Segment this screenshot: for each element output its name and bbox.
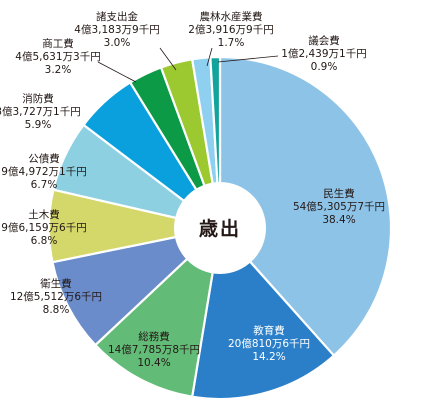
slice-amount-label-5: 9億6,159万6千円 [1,221,86,234]
slice-name-label-9: 諸支出金 [96,10,138,23]
slice-percent-label-9: 3.0% [104,37,131,49]
slice-percent-label-3: 10.4% [137,357,170,369]
slice-percent-label-7: 5.9% [25,119,52,131]
slice-amount-label-1: 54億5,305万7千円 [293,200,385,213]
slice-name-label-11: 議会費 [308,34,340,47]
slice-name-label-3: 総務費 [138,330,170,343]
leader-line-10 [206,47,213,67]
slice-name-label-6: 公債費 [28,152,60,165]
slice-name-label-10: 農林水産業費 [200,10,263,23]
center-label: 歳出 [199,217,241,240]
pie-slice-1 [218,55,393,357]
leader-line-11 [217,55,279,63]
pie-slice-4 [51,226,222,347]
slice-amount-label-9: 4億3,183万9千円 [74,23,159,36]
slice-amount-label-4: 12億5,512万6千円 [10,290,102,303]
slice-name-label-4: 衛生費 [40,277,72,290]
slice-amount-label-10: 2億3,916万9千円 [188,23,273,36]
slice-percent-label-2: 14.2% [252,351,285,363]
slice-percent-label-5: 6.8% [31,235,58,247]
slice-percent-label-6: 6.7% [31,179,58,191]
leader-line-8 [97,61,137,83]
leader-lines [97,47,279,83]
slice-percent-label-1: 38.4% [322,214,355,226]
slice-percent-label-8: 3.2% [45,64,72,76]
slice-name-label-8: 商工費 [42,37,74,50]
leader-line-9 [159,47,177,71]
slice-amount-label-3: 14億7,785万8千円 [108,343,200,356]
slice-percent-label-4: 8.8% [43,304,70,316]
slice-amount-label-6: 9億4,972万1千円 [1,165,86,178]
slice-percent-label-11: 0.9% [311,61,338,73]
slice-name-label-5: 土木費 [28,208,60,221]
pie-slice-3 [94,226,222,398]
center-hole [174,182,266,274]
slice-amount-label-7: 8億3,727万1千円 [0,105,81,118]
slice-amount-label-2: 20億810万6千円 [228,337,310,350]
slice-amount-label-8: 4億5,631万3千円 [15,50,100,63]
slice-amount-label-11: 1億2,439万1千円 [281,47,366,60]
pie-slices [47,55,393,401]
slice-name-label-7: 消防費 [22,92,54,105]
slice-name-label-1: 民生費 [323,187,355,200]
slice-percent-label-10: 1.7% [218,37,245,49]
slice-name-label-2: 教育費 [253,324,285,337]
